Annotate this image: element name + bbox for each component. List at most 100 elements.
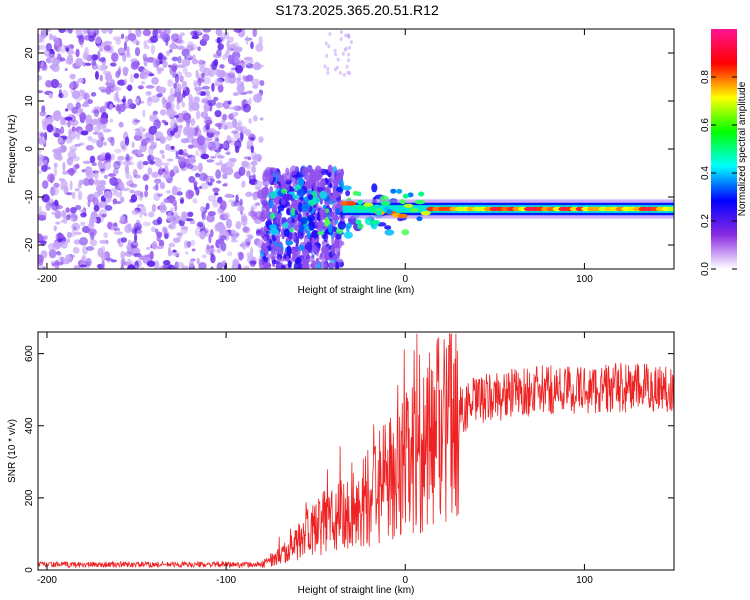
noise-blob <box>243 58 251 66</box>
noise-blob <box>219 120 227 129</box>
noise-blob <box>147 167 153 175</box>
noise-blob <box>131 141 135 149</box>
transition-blob <box>299 196 304 201</box>
noise-blob <box>93 179 101 186</box>
noise-blob <box>129 73 135 84</box>
transition-blob <box>317 231 325 236</box>
noise-blob <box>173 212 178 219</box>
noise-blob <box>49 186 57 196</box>
noise-blob <box>170 119 178 129</box>
noise-blob <box>40 235 48 241</box>
noise-blob <box>67 44 74 49</box>
signal-segment <box>346 201 357 206</box>
noise-blob <box>103 45 112 52</box>
noise-blob <box>39 110 47 117</box>
noise-blob <box>73 231 82 236</box>
noise-blob <box>81 103 90 108</box>
noise-blob <box>246 233 251 239</box>
noise-blob <box>219 229 227 238</box>
noise-blob <box>141 138 149 146</box>
transition-blob <box>278 257 282 263</box>
noise-blob <box>227 251 233 257</box>
noise-blob <box>237 251 243 256</box>
transition-blob <box>291 207 296 216</box>
noise-blob <box>156 216 163 225</box>
noise-blob <box>150 95 160 103</box>
noise-blob <box>324 41 328 46</box>
figure-title: S173.2025.365.20.51.R12 <box>275 2 439 18</box>
noise-blob <box>165 50 171 56</box>
transition-blob <box>282 221 289 229</box>
noise-blob <box>93 191 101 198</box>
noise-blob <box>179 75 184 83</box>
noise-blob <box>198 262 207 269</box>
noise-blob <box>159 204 168 214</box>
noise-blob <box>64 254 73 263</box>
noise-blob <box>230 201 237 207</box>
noise-blob <box>116 194 122 198</box>
transition-blob <box>275 262 282 269</box>
noise-blob <box>176 39 185 45</box>
transition-blob <box>260 227 265 239</box>
y-tick-label: 0 <box>24 567 35 573</box>
noise-blob <box>38 214 47 221</box>
noise-blob <box>230 229 237 236</box>
noise-blob <box>98 57 106 62</box>
noise-blob <box>192 198 198 204</box>
noise-blob <box>61 89 69 99</box>
x-tick-label: -200 <box>37 575 57 586</box>
noise-blob <box>250 175 254 180</box>
noise-blob <box>82 160 92 164</box>
noise-blob <box>235 221 242 230</box>
transition-blob <box>341 185 352 191</box>
noise-blob <box>236 122 241 127</box>
noise-blob <box>129 175 133 183</box>
noise-blob <box>195 149 200 157</box>
transition-blob <box>259 212 266 222</box>
noise-blob <box>225 121 234 129</box>
noise-blob <box>38 259 44 266</box>
noise-blob <box>87 193 96 203</box>
transition-blob <box>335 237 343 249</box>
noise-blob <box>178 34 183 41</box>
y-tick-label: 0 <box>24 146 35 152</box>
noise-blob <box>57 46 62 52</box>
noise-blob <box>251 78 261 87</box>
transition-blob <box>390 188 397 194</box>
noise-blob <box>173 82 177 89</box>
noise-blob <box>75 102 81 110</box>
noise-blob <box>107 136 114 143</box>
noise-blob <box>137 161 143 170</box>
noise-blob <box>113 93 117 102</box>
noise-blob <box>227 100 232 105</box>
noise-blob <box>101 213 107 218</box>
noise-blob <box>73 265 81 269</box>
noise-blob <box>259 80 265 87</box>
transition-blob <box>327 178 332 188</box>
noise-blob <box>143 173 150 180</box>
noise-blob <box>99 239 109 244</box>
y-tick-label: 600 <box>24 345 35 362</box>
noise-blob <box>66 50 76 55</box>
noise-blob <box>74 143 81 147</box>
noise-blob <box>64 116 73 121</box>
noise-blob <box>127 33 137 42</box>
noise-blob <box>99 179 107 186</box>
noise-blob <box>216 69 222 78</box>
noise-blob <box>210 266 214 269</box>
noise-blob <box>250 41 254 50</box>
transition-blob <box>384 229 395 236</box>
noise-blob <box>156 67 165 72</box>
noise-blob <box>248 118 252 124</box>
noise-blob <box>82 61 87 67</box>
noise-blob <box>172 165 179 174</box>
noise-blob <box>99 117 109 125</box>
noise-blob <box>113 169 118 175</box>
noise-blob <box>167 250 173 257</box>
noise-blob <box>124 136 130 146</box>
noise-blob <box>177 156 186 166</box>
noise-blob <box>77 108 84 114</box>
noise-blob <box>227 106 237 110</box>
noise-blob <box>54 38 61 47</box>
noise-blob <box>158 168 164 175</box>
